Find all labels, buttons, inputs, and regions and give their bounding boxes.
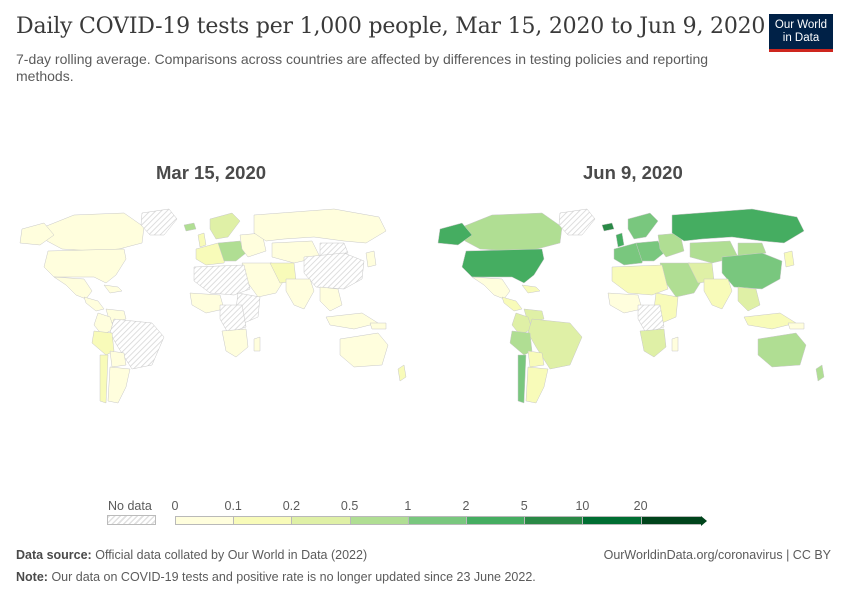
legend-bin <box>349 516 408 525</box>
country-uk[interactable] <box>197 232 207 248</box>
legend-bin <box>640 516 701 525</box>
legend-bin <box>233 516 292 525</box>
legend-bin <box>466 516 525 525</box>
country-wafrica[interactable] <box>607 292 643 314</box>
country-usa[interactable] <box>461 248 545 284</box>
country-chile[interactable] <box>517 354 527 404</box>
country-iceland[interactable] <box>183 222 197 232</box>
country-australia[interactable] <box>757 332 807 368</box>
country-iceland[interactable] <box>601 222 615 232</box>
legend-bin <box>175 516 234 525</box>
country-mexico[interactable] <box>53 276 93 300</box>
legend-tick: 1 <box>404 499 412 513</box>
country-cafrica[interactable] <box>637 304 665 334</box>
country-safrica[interactable] <box>639 328 667 358</box>
logo-line-1: Our World <box>774 19 828 31</box>
country-australia[interactable] <box>339 332 389 368</box>
country-russia[interactable] <box>253 208 387 244</box>
legend-bin <box>582 516 641 525</box>
country-png[interactable] <box>787 322 805 330</box>
data-source-label: Data source: <box>16 548 92 562</box>
country-seasia[interactable] <box>737 286 761 312</box>
country-centeu[interactable] <box>635 240 665 262</box>
note: Note: Our data on COVID-19 tests and pos… <box>16 570 536 584</box>
country-colombia[interactable] <box>511 312 533 336</box>
country-uk[interactable] <box>615 232 625 248</box>
country-bolivia[interactable] <box>109 350 127 368</box>
chart-subtitle: 7-day rolling average. Comparisons acros… <box>16 51 709 84</box>
country-png[interactable] <box>369 322 387 330</box>
country-scandinavia[interactable] <box>627 212 659 240</box>
country-china[interactable] <box>303 252 365 290</box>
country-madagascar[interactable] <box>671 336 679 352</box>
country-argentina[interactable] <box>107 366 131 404</box>
source-link[interactable]: OurWorldinData.org/coronavirus | CC BY <box>603 548 831 562</box>
country-colombia[interactable] <box>93 312 115 336</box>
world-map-mar-15[interactable] <box>14 205 419 410</box>
logo-line-2: in Data <box>782 32 820 44</box>
country-india[interactable] <box>285 278 315 310</box>
country-bolivia[interactable] <box>527 350 545 368</box>
world-map-jun-9[interactable] <box>432 205 837 410</box>
legend-tick: 0 <box>171 499 179 513</box>
legend-tick: 0.5 <box>340 499 359 513</box>
country-japan[interactable] <box>783 250 795 268</box>
country-caribbean[interactable] <box>521 284 541 294</box>
owid-logo[interactable]: Our World in Data <box>769 14 833 52</box>
country-canada[interactable] <box>461 212 563 252</box>
legend-bin <box>291 516 350 525</box>
note-text: Our data on COVID-19 tests and positive … <box>51 570 536 584</box>
country-chile[interactable] <box>99 354 109 404</box>
country-china[interactable] <box>721 252 783 290</box>
country-argentina[interactable] <box>525 366 549 404</box>
country-nz[interactable] <box>815 364 825 382</box>
chart-title: Daily COVID-19 tests per 1,000 people, M… <box>16 14 766 39</box>
country-japan[interactable] <box>365 250 377 268</box>
legend-bin <box>407 516 466 525</box>
country-madagascar[interactable] <box>253 336 261 352</box>
country-alaska[interactable] <box>19 222 55 246</box>
country-nz[interactable] <box>397 364 407 382</box>
country-greenland[interactable] <box>140 208 178 236</box>
country-scandinavia[interactable] <box>209 212 241 240</box>
country-usa[interactable] <box>43 248 127 284</box>
country-centeu[interactable] <box>217 240 247 262</box>
map-title-mar-15: Mar 15, 2020 <box>156 162 267 183</box>
color-legend: No data 0 0.1 0.2 0.5 1 2 5 10 20 <box>0 495 850 535</box>
legend-no-data-swatch <box>107 515 156 525</box>
country-safrica[interactable] <box>221 328 249 358</box>
note-label: Note: <box>16 570 48 584</box>
country-alaska[interactable] <box>437 222 473 246</box>
country-wafrica[interactable] <box>189 292 225 314</box>
country-indonesia[interactable] <box>743 312 797 330</box>
country-canada[interactable] <box>43 212 145 252</box>
country-seasia[interactable] <box>319 286 343 312</box>
legend-bin <box>524 516 583 525</box>
country-russia[interactable] <box>671 208 805 244</box>
map-title-jun-9: Jun 9, 2020 <box>583 162 683 183</box>
country-nafrica[interactable] <box>611 264 669 296</box>
country-cafrica[interactable] <box>219 304 247 334</box>
country-mexico[interactable] <box>471 276 511 300</box>
country-greenland[interactable] <box>558 208 596 236</box>
country-nafrica[interactable] <box>193 264 251 296</box>
legend-tick: 10 <box>575 499 590 513</box>
legend-no-data-label: No data <box>108 499 152 513</box>
legend-tick: 20 <box>633 499 648 513</box>
country-indonesia[interactable] <box>325 312 379 330</box>
legend-tick: 0.2 <box>282 499 301 513</box>
legend-tick: 0.1 <box>224 499 242 513</box>
legend-tick: 5 <box>520 499 528 513</box>
country-centam[interactable] <box>83 296 105 312</box>
legend-tick: 2 <box>462 499 470 513</box>
legend-arrow-icon <box>701 516 707 526</box>
data-source: Data source: Official data collated by O… <box>16 548 367 562</box>
data-source-text: Official data collated by Our World in D… <box>95 548 368 562</box>
country-india[interactable] <box>703 278 733 310</box>
country-centam[interactable] <box>501 296 523 312</box>
country-caribbean[interactable] <box>103 284 123 294</box>
